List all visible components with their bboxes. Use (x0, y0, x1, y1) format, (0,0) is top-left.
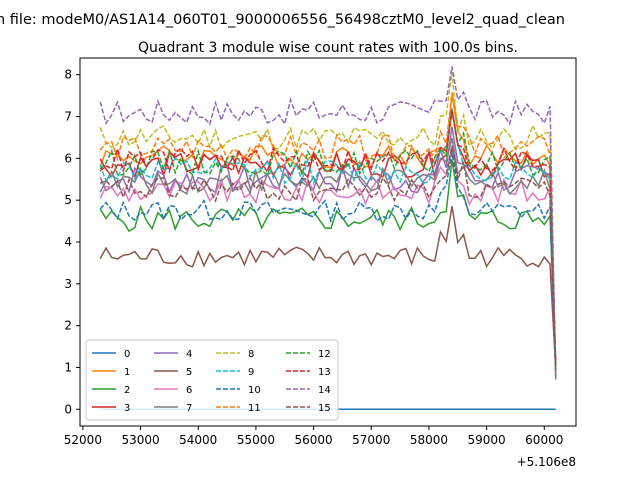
legend-label: 14 (318, 385, 331, 396)
y-tick-label: 5 (64, 193, 72, 207)
series-layer (99, 66, 557, 411)
x-tick-label: 55000 (237, 433, 275, 447)
legend-label: 1 (124, 367, 130, 378)
legend-label: 10 (248, 385, 261, 396)
y-tick-label: 1 (64, 360, 72, 374)
legend-label: 7 (186, 403, 192, 414)
legend-label: 13 (318, 367, 331, 378)
x-tick-label: 60000 (525, 433, 563, 447)
legend-label: 2 (124, 385, 130, 396)
legend-label: 3 (124, 403, 130, 414)
series-line (99, 159, 557, 364)
legend-label: 0 (124, 349, 130, 360)
series-line (99, 108, 557, 372)
series-line (99, 110, 557, 378)
legend-label: 12 (318, 349, 331, 360)
y-tick-label: 8 (64, 68, 72, 82)
legend-label: 4 (186, 349, 192, 360)
x-tick-label: 56000 (294, 433, 332, 447)
series-line (99, 92, 557, 370)
series-line (99, 108, 557, 370)
x-offset-label: +5.106e8 (517, 455, 576, 469)
y-tick-label: 6 (64, 151, 72, 165)
legend-label: 6 (186, 385, 192, 396)
series-line (99, 206, 557, 371)
legend-label: 11 (248, 403, 261, 414)
y-tick-label: 3 (64, 277, 72, 291)
x-tick-label: 53000 (121, 433, 159, 447)
series-line (99, 146, 557, 368)
legend-label: 8 (248, 349, 254, 360)
y-tick-label: 4 (64, 235, 72, 249)
x-tick-label: 54000 (179, 433, 217, 447)
y-tick-label: 7 (64, 110, 72, 124)
series-line (99, 137, 557, 371)
y-axis-ticks: 0 1 2 3 4 5 6 7 8 (64, 68, 80, 416)
legend-label: 15 (318, 403, 331, 414)
legend-label: 5 (186, 367, 192, 378)
series-line (99, 72, 557, 379)
series-line (99, 152, 557, 378)
legend-box (85, 339, 339, 421)
x-tick-label: 59000 (468, 433, 506, 447)
series-line (99, 111, 557, 369)
x-tick-label: 52000 (64, 433, 102, 447)
legend-label: 9 (248, 367, 254, 378)
y-tick-label: 0 (64, 402, 72, 416)
x-tick-label: 57000 (352, 433, 390, 447)
chart-title: Quadrant 3 module wise count rates with … (138, 40, 518, 56)
series-line (99, 66, 557, 377)
x-tick-label: 58000 (410, 433, 448, 447)
figure-suptitle: n file: modeM0/AS1A14_060T01_9000006556_… (0, 12, 565, 28)
x-axis-ticks: 52000 53000 54000 55000 56000 57000 58000 59000… (64, 426, 563, 447)
y-tick-label: 2 (64, 319, 72, 333)
